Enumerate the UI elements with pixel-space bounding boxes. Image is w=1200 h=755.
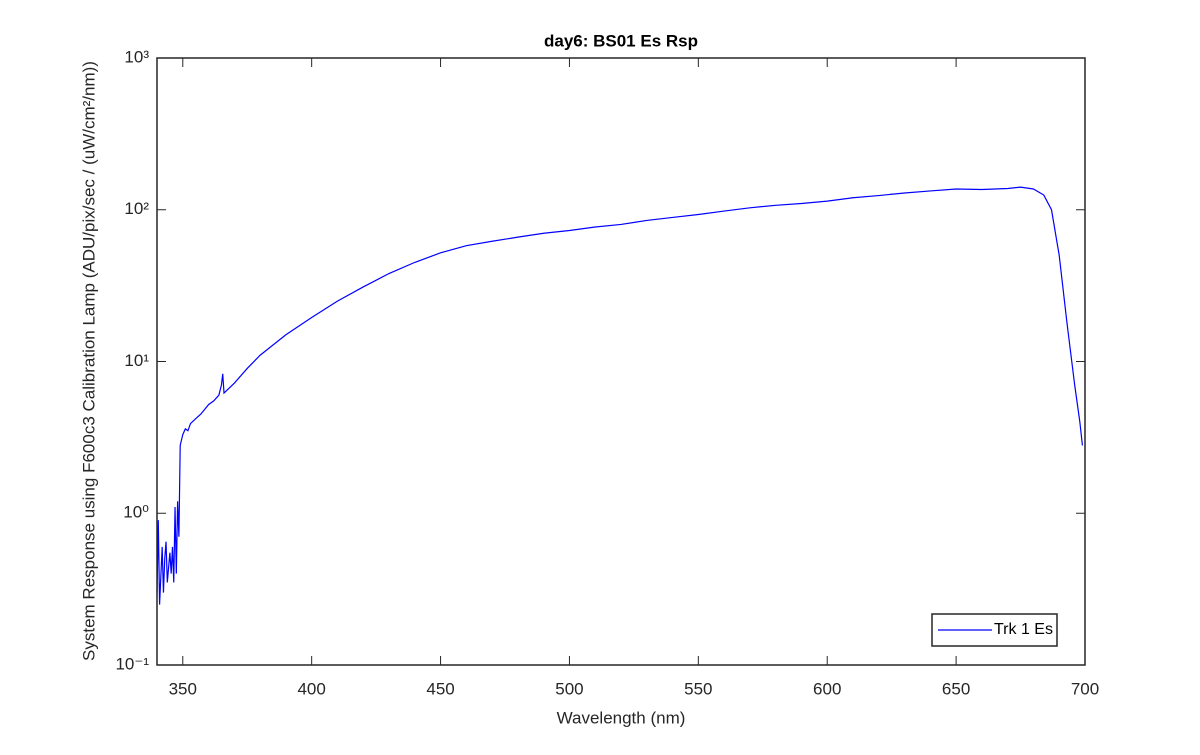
y-tick-label: 10² [124, 199, 149, 218]
x-tick-label: 400 [297, 679, 325, 698]
x-tick-label: 700 [1071, 679, 1099, 698]
y-tick-label: 10⁻¹ [115, 654, 149, 673]
x-axis-label: Wavelength (nm) [557, 708, 686, 727]
x-tick-label: 350 [169, 679, 197, 698]
x-tick-label: 500 [555, 679, 583, 698]
data-line [156, 186, 1084, 605]
x-tick-label: 450 [426, 679, 454, 698]
y-tick-label: 10¹ [124, 351, 149, 370]
legend-label: Trk 1 Es [994, 621, 1053, 638]
plot-area [157, 58, 1085, 665]
x-tick-label: 650 [942, 679, 970, 698]
y-tick-label: 10⁰ [123, 503, 149, 522]
y-tick-label: 10³ [124, 47, 149, 66]
x-tick-label: 550 [684, 679, 712, 698]
chart-title: day6: BS01 Es Rsp [544, 31, 698, 50]
x-tick-label: 600 [813, 679, 841, 698]
y-axis-label: System Response using F600c3 Calibration… [79, 61, 98, 661]
